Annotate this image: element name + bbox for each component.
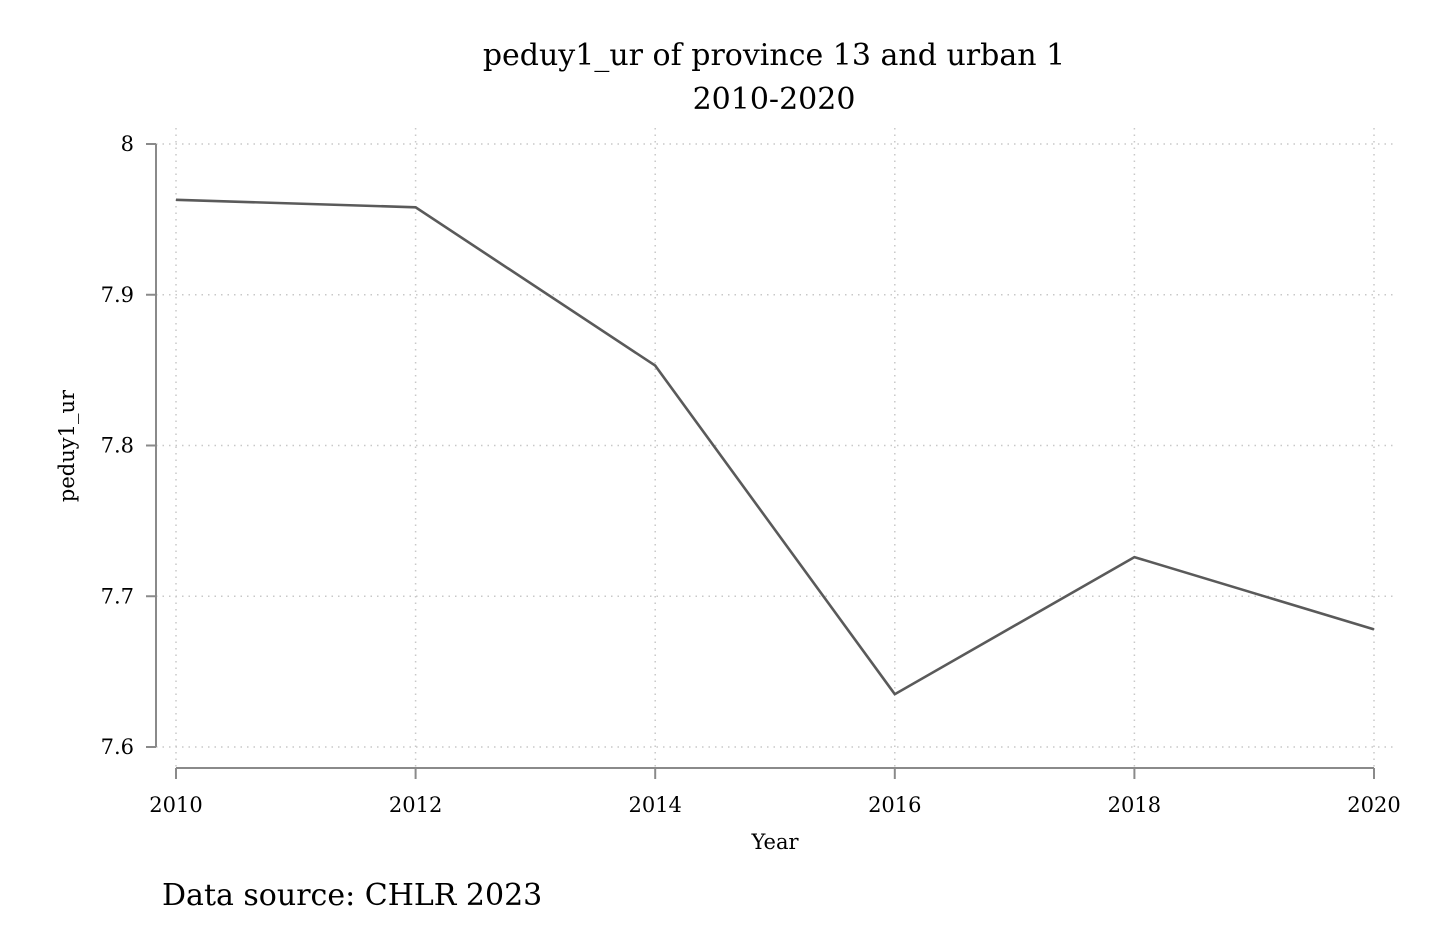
chart-title: peduy1_ur of province 13 and urban 1: [483, 38, 1065, 73]
x-tick-label: 2020: [1347, 793, 1400, 817]
y-tick-label: 7.6: [101, 735, 134, 759]
grid-lines: [156, 128, 1394, 768]
y-tick-label: 7.8: [101, 434, 134, 458]
y-axis-label: peduy1_ur: [55, 389, 79, 502]
chart-subtitle: 2010-2020: [693, 82, 856, 117]
series-line: [175, 198, 1375, 696]
x-tick-label: 2012: [389, 793, 442, 817]
x-tick-label: 2016: [868, 793, 921, 817]
y-tick-label: 8: [121, 132, 134, 156]
axes: [155, 144, 1374, 769]
y-tick-label: 7.9: [101, 283, 134, 307]
series-layer: [175, 198, 1375, 696]
y-tick-label: 7.7: [101, 584, 134, 608]
x-axis-ticks: 2010 2012 2014 2016 2018 2020: [149, 768, 1401, 817]
x-axis-label: Year: [750, 830, 799, 854]
data-source-note: Data source: CHLR 2023: [162, 878, 542, 913]
x-tick-label: 2010: [149, 793, 202, 817]
x-tick-label: 2014: [628, 793, 681, 817]
y-axis-ticks: 8 7.9 7.8 7.7 7.6: [101, 132, 156, 759]
x-tick-label: 2018: [1108, 793, 1161, 817]
